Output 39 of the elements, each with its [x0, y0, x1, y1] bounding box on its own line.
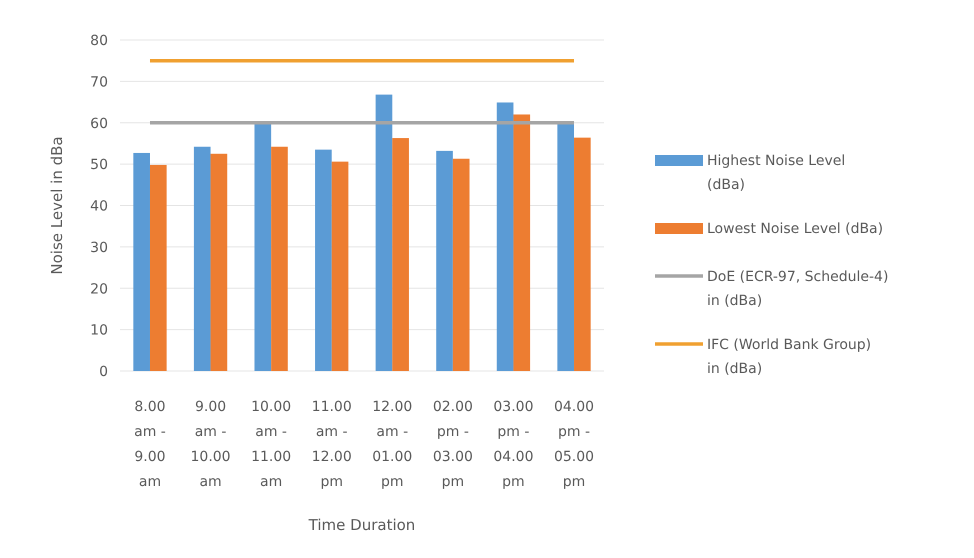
- bar: [271, 146, 288, 371]
- bar: [254, 124, 272, 371]
- y-tick-label: 30: [90, 240, 108, 256]
- x-tick-label: 04.00 pm - 05.00 pm: [554, 399, 594, 490]
- legend-label: IFC (World Bank Group) in (dBa): [707, 337, 872, 377]
- bar: [315, 150, 332, 371]
- y-tick-label: 20: [90, 281, 108, 298]
- y-axis-title: Noise Level in dBa: [48, 136, 66, 275]
- bar: [452, 158, 470, 371]
- x-axis-title: Time Duration: [308, 516, 416, 534]
- y-tick-label: 40: [90, 198, 108, 214]
- x-tick-label: 03.00 pm - 04.00 pm: [493, 399, 534, 490]
- legend-label: DoE (ECR-97, Schedule-4) in (dBa): [707, 269, 888, 309]
- bar: [574, 138, 591, 371]
- bar: [496, 102, 514, 371]
- bar: [332, 162, 348, 371]
- y-tick-label: 70: [90, 74, 108, 90]
- bar: [376, 94, 392, 371]
- y-tick-label: 60: [90, 116, 108, 132]
- y-tick-label: 50: [90, 157, 108, 174]
- bar: [392, 138, 409, 371]
- bar: [513, 114, 530, 371]
- bar: [436, 150, 453, 371]
- bar: [557, 124, 574, 371]
- bar: [133, 152, 150, 371]
- y-tick-label: 80: [90, 33, 108, 49]
- bar: [194, 146, 211, 371]
- y-tick-label: 10: [90, 322, 108, 339]
- x-tick-label: 10.00 am - 11.00 am: [251, 399, 292, 490]
- x-tick-label: 11.00 am - 12.00 pm: [312, 399, 352, 490]
- y-tick-label: 0: [99, 364, 108, 380]
- legend-label: Lowest Noise Level (dBa): [707, 221, 884, 237]
- x-tick-label: 12.00 am - 01.00 pm: [372, 399, 412, 490]
- x-tick-label: 8.00 am - 9.00 am: [134, 399, 166, 490]
- x-tick-label: 9.00 am - 10.00 am: [190, 399, 231, 490]
- bar: [150, 164, 167, 371]
- legend-label: Highest Noise Level (dBa): [707, 153, 846, 193]
- bar: [210, 154, 228, 371]
- x-tick-label: 02.00 pm - 03.00 pm: [432, 399, 473, 490]
